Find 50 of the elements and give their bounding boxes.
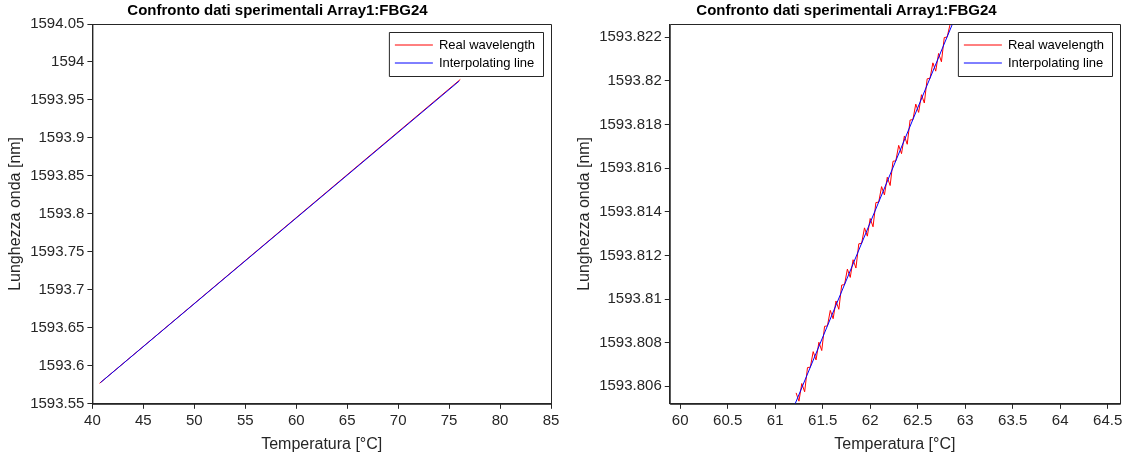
- y-tick-label: 1593.6: [38, 355, 85, 373]
- x-tick-label: 80: [491, 410, 509, 428]
- x-tick-label: 75: [440, 410, 458, 428]
- y-tick-label: 1594: [51, 52, 85, 70]
- legend-label: Interpolating line: [1007, 54, 1104, 70]
- x-tick-label: 63: [956, 410, 974, 428]
- y-axis-title: Lunghezza onda [nm]: [6, 136, 24, 291]
- y-tick-label: 1593.9: [38, 128, 85, 146]
- legend-label: Interpolating line: [438, 54, 535, 70]
- x-tick-label: 60: [287, 410, 305, 428]
- y-tick-label: 1593.812: [599, 245, 662, 263]
- x-tick-label: 45: [135, 410, 152, 428]
- y-axis-title: Lunghezza onda [nm]: [575, 136, 593, 291]
- y-tick-label: 1593.822: [599, 27, 662, 45]
- y-tick-label: 1593.814: [599, 201, 662, 219]
- x-tick-label: 64: [1051, 410, 1069, 428]
- chart-title: Confronto dati sperimentali Array1:FBG24: [127, 1, 429, 19]
- y-tick-label: 1593.85: [30, 166, 85, 184]
- x-tick-label: 50: [185, 410, 203, 428]
- x-tick-label: 61.5: [808, 410, 838, 428]
- x-tick-label: 65: [338, 410, 356, 428]
- y-tick-label: 1593.806: [599, 376, 662, 394]
- y-tick-label: 1593.81: [607, 289, 662, 307]
- y-tick-label: 1593.75: [30, 242, 85, 260]
- x-tick-label: 40: [84, 410, 101, 428]
- y-tick-label: 1593.65: [30, 317, 85, 335]
- y-tick-label: 1593.808: [599, 332, 662, 350]
- x-tick-label: 63.5: [998, 410, 1028, 428]
- y-tick-label: 1593.95: [30, 90, 85, 108]
- y-tick-label: 1593.8: [38, 204, 85, 222]
- y-tick-label: 1593.82: [607, 70, 662, 88]
- y-tick-label: 1593.55: [30, 393, 85, 411]
- x-tick-label: 62.5: [903, 410, 933, 428]
- x-axis-title: Temperatura [°C]: [834, 434, 956, 452]
- y-tick-label: 1593.7: [38, 280, 85, 297]
- x-tick-label: 64.5: [1093, 410, 1123, 428]
- x-tick-label: 70: [389, 410, 407, 428]
- x-axis-title: Temperatura [°C]: [261, 434, 383, 452]
- x-tick-label: 61: [766, 410, 784, 428]
- x-tick-label: 55: [236, 410, 254, 428]
- legend-label: Real wavelength: [1007, 36, 1105, 52]
- y-tick-label: 1593.816: [599, 158, 662, 176]
- x-tick-label: 60.5: [713, 410, 743, 428]
- x-tick-label: 85: [542, 410, 560, 428]
- y-tick-label: 1594.05: [30, 14, 85, 32]
- chart-title: Confronto dati sperimentali Array1:FBG24: [696, 1, 998, 19]
- x-tick-label: 62: [861, 410, 879, 428]
- y-tick-label: 1593.818: [599, 114, 662, 132]
- x-tick-label: 60: [671, 410, 689, 428]
- legend-label: Real wavelength: [438, 36, 536, 52]
